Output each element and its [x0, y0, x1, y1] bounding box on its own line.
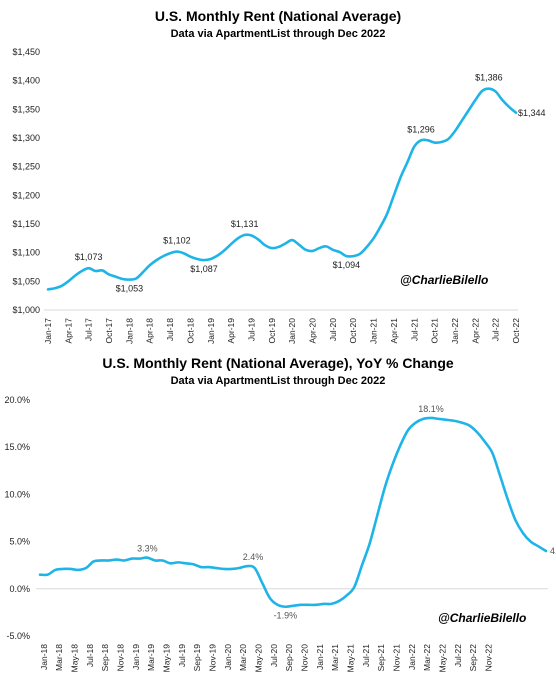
chart1-axes: $1,000 $1,050 $1,100 $1,150 $1,200 $1,250 $1,3… [12, 47, 521, 344]
data-label: $1,344 [518, 108, 546, 118]
chart2-subtitle: Data via ApartmentList through Dec 2022 [171, 375, 386, 387]
x-tick-label: Mar-22 [422, 644, 432, 671]
x-tick-label: May-19 [162, 644, 172, 673]
y-tick-label: $1,200 [12, 190, 40, 200]
chart2-watermark: @CharlieBilello [438, 611, 526, 625]
x-tick-label: Jul-21 [361, 644, 371, 667]
x-tick-label: Apr-19 [226, 318, 236, 344]
x-tick-label: Jul-19 [246, 318, 256, 341]
x-tick-label: Nov-21 [392, 644, 402, 672]
x-tick-label: Jul-20 [328, 318, 338, 341]
x-tick-label: Sep-18 [100, 644, 110, 672]
x-tick-label: Jan-17 [43, 318, 53, 344]
x-tick-label: Mar-18 [54, 644, 64, 671]
data-label: $1,087 [190, 264, 218, 274]
y-tick-label: 10.0% [4, 489, 30, 499]
x-tick-label: Apr-20 [308, 318, 318, 344]
data-label: -1.9% [274, 611, 298, 621]
x-tick-label: May-18 [70, 644, 80, 673]
x-tick-label: Apr-17 [63, 318, 73, 344]
data-label: 18.1% [418, 404, 444, 414]
x-tick-label: Jan-19 [206, 318, 216, 344]
data-label: $1,131 [231, 219, 259, 229]
data-label: $1,102 [163, 236, 191, 246]
x-tick-label: Jul-21 [409, 318, 419, 341]
x-tick-label: Sep-21 [376, 644, 386, 672]
x-tick-label: Nov-19 [208, 644, 218, 672]
x-tick-label: Jul-19 [177, 644, 187, 667]
x-tick-label: Sep-22 [468, 644, 478, 672]
y-tick-label: $1,150 [12, 219, 40, 229]
x-tick-label: Jan-20 [287, 318, 297, 344]
x-tick-label: Jan-18 [39, 644, 49, 670]
x-tick-label: Jul-22 [491, 318, 501, 341]
y-tick-label: $1,000 [12, 305, 40, 315]
chart2-series-line [38, 416, 548, 609]
x-tick-label: Jan-22 [407, 644, 417, 670]
x-tick-label: Nov-20 [300, 644, 310, 672]
x-tick-label: Apr-18 [145, 318, 155, 344]
x-tick-label: Apr-22 [470, 318, 480, 344]
y-tick-label: $1,400 [12, 76, 40, 86]
x-tick-label: Jan-21 [369, 318, 379, 344]
x-tick-label: Jan-21 [315, 644, 325, 670]
chart2-title: U.S. Monthly Rent (National Average), Yo… [102, 355, 454, 371]
x-tick-label: Sep-20 [284, 644, 294, 672]
y-tick-label: $1,250 [12, 162, 40, 172]
x-tick-label: May-20 [254, 644, 264, 673]
y-tick-label: $1,300 [12, 133, 40, 143]
chart1-series-line [46, 87, 518, 291]
x-tick-label: Oct-20 [348, 318, 358, 344]
data-label: 2.4% [243, 552, 264, 562]
x-tick-label: Jul-20 [269, 644, 279, 667]
data-label: $1,053 [116, 284, 144, 294]
data-label: $1,386 [475, 73, 503, 83]
rent-yoy-chart: U.S. Monthly Rent (National Average), Yo… [4, 355, 556, 672]
x-tick-label: Jul-18 [165, 318, 175, 341]
y-tick-label: 0.0% [9, 584, 30, 594]
data-label: $1,094 [333, 260, 361, 270]
data-label: $1,296 [407, 124, 435, 134]
x-tick-label: May-22 [438, 644, 448, 673]
y-tick-label: 20.0% [4, 395, 30, 405]
x-tick-label: May-21 [346, 644, 356, 673]
rent-level-chart: U.S. Monthly Rent (National Average) Dat… [12, 8, 545, 344]
data-label: $1,073 [75, 252, 103, 262]
x-tick-label: Jan-18 [124, 318, 134, 344]
x-tick-label: Oct-19 [267, 318, 277, 344]
x-tick-label: Jan-20 [223, 644, 233, 670]
x-tick-label: Jul-17 [84, 318, 94, 341]
y-tick-label: $1,350 [12, 104, 40, 114]
x-tick-label: Sep-19 [192, 644, 202, 672]
x-tick-label: Jan-19 [131, 644, 141, 670]
y-tick-label: $1,450 [12, 47, 40, 57]
x-tick-label: Oct-18 [185, 318, 195, 344]
x-tick-label: Mar-20 [238, 644, 248, 671]
x-tick-label: Jul-22 [453, 644, 463, 667]
y-tick-label: $1,100 [12, 248, 40, 258]
x-tick-label: Jan-22 [450, 318, 460, 344]
chart1-data-labels: $1,073 $1,053 $1,102 $1,087 $1,131 $1,094 $1,2… [75, 73, 546, 294]
data-label: 4.0% [550, 546, 556, 556]
chart1-watermark: @CharlieBilello [400, 273, 488, 287]
chart2-data-labels: 3.3% 2.4% -1.9% 18.1% 4.0% [137, 404, 556, 621]
x-tick-label: Mar-19 [146, 644, 156, 671]
x-tick-label: Oct-17 [104, 318, 114, 344]
x-tick-label: Mar-21 [330, 644, 340, 671]
x-tick-label: Nov-22 [484, 644, 494, 672]
y-tick-label: 15.0% [4, 442, 30, 452]
chart1-title: U.S. Monthly Rent (National Average) [155, 8, 401, 24]
x-tick-label: Apr-21 [389, 318, 399, 344]
y-tick-label: $1,050 [12, 276, 40, 286]
y-tick-label: -5.0% [6, 631, 30, 641]
data-label: 3.3% [137, 544, 158, 554]
y-tick-label: 5.0% [9, 537, 30, 547]
x-tick-label: Oct-21 [430, 318, 440, 344]
x-tick-label: Nov-18 [116, 644, 126, 672]
chart2-axes: -5.0% 0.0% 5.0% 10.0% 15.0% 20.0% Jan-18 Mar-18… [4, 395, 548, 672]
x-tick-label: Jul-18 [85, 644, 95, 667]
x-tick-label: Oct-22 [511, 318, 521, 344]
chart1-subtitle: Data via ApartmentList through Dec 2022 [171, 28, 386, 40]
